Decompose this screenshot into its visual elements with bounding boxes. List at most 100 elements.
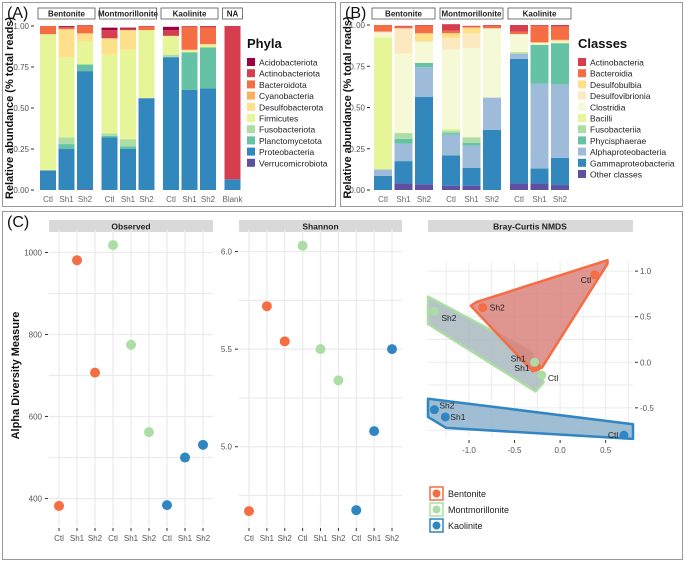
x-tick-label: Sh2 xyxy=(553,195,568,204)
point-label: Sh1 xyxy=(511,353,526,363)
facet-strip xyxy=(239,220,402,232)
facet-strip-label: Bentonite xyxy=(48,10,85,19)
facet-strip xyxy=(507,7,572,20)
x-tick-label: Sh2 xyxy=(196,534,211,543)
bar-segment xyxy=(510,53,528,59)
point-label: Sh1 xyxy=(514,363,529,373)
x-tick-label: Sh2 xyxy=(78,195,93,204)
y-tick-label: 400 xyxy=(29,495,43,504)
data-point xyxy=(279,336,290,347)
bar-segment xyxy=(200,47,216,89)
point-label: Sh1 xyxy=(450,412,465,422)
data-point xyxy=(144,427,154,438)
x-tick-label: Ctl xyxy=(162,534,172,543)
bar-segment xyxy=(442,24,460,31)
bar-segment xyxy=(163,57,179,190)
legend-label: Planctomycetota xyxy=(259,136,322,146)
data-point xyxy=(590,270,600,280)
bar-segment xyxy=(200,45,216,48)
x-tick-label: 0.0 xyxy=(555,446,567,455)
bar-segment xyxy=(120,149,136,190)
x-tick-label: Sh2 xyxy=(201,195,216,204)
bar-segment xyxy=(101,135,118,138)
bar-segment xyxy=(483,25,501,26)
bar-segment xyxy=(138,26,155,27)
data-point xyxy=(429,306,439,316)
data-point xyxy=(244,506,254,517)
bar-segment xyxy=(462,33,481,49)
legend-label: Firmicutes xyxy=(259,114,298,124)
bar-segment xyxy=(374,175,392,190)
facet-strip-label: Observed xyxy=(111,222,150,232)
legend-label: Acidobacteriota xyxy=(259,58,318,68)
y-axis-label: Relative abundance (% total reads) xyxy=(342,16,354,198)
bar-segment xyxy=(138,30,155,99)
data-point xyxy=(333,375,344,386)
legend-dot xyxy=(432,521,441,530)
bar-segment xyxy=(200,27,216,45)
y-tick-label: 1.0 xyxy=(640,267,652,276)
bar-segment xyxy=(415,67,433,97)
data-point xyxy=(162,500,172,511)
legend-swatch xyxy=(578,80,586,89)
data-point xyxy=(429,405,439,415)
bar-segment xyxy=(224,26,241,180)
bar-segment xyxy=(77,33,93,42)
panel-a: (A) Relative abundance (% total reads) 0.… xyxy=(2,2,336,207)
data-point xyxy=(478,303,488,313)
legend-swatch xyxy=(578,91,586,100)
point-label: Ctl xyxy=(608,430,619,440)
x-tick-label: Ctl xyxy=(105,195,115,204)
legend-label: Montmorillonite xyxy=(448,505,509,515)
legend-swatch xyxy=(247,114,255,122)
legend-swatch xyxy=(247,58,255,66)
y-tick-label: 6.0 xyxy=(221,248,233,257)
point-label: Sh2 xyxy=(490,303,505,313)
point-label: Ctl xyxy=(581,275,592,285)
legend-label: Fusobacteriia xyxy=(590,125,641,135)
bar-segment xyxy=(77,189,93,190)
bar-segment xyxy=(58,144,75,149)
facet-strip xyxy=(49,220,213,232)
x-tick-label: Sh1 xyxy=(70,534,85,543)
bar-segment xyxy=(510,52,528,54)
x-tick-label: Sh1 xyxy=(178,534,193,543)
facet-strip xyxy=(439,7,504,20)
bar-segment xyxy=(40,26,56,35)
bar-segment xyxy=(163,54,179,58)
data-point xyxy=(530,357,540,367)
panel-c-label: (C) xyxy=(7,214,30,231)
bar-segment xyxy=(77,71,93,190)
x-tick-label: Sh1 xyxy=(464,195,479,204)
bar-segment xyxy=(530,25,549,26)
bar-segment xyxy=(101,133,118,136)
bar-segment xyxy=(551,26,569,40)
x-tick-label: Sh1 xyxy=(182,195,197,204)
facet-strip xyxy=(160,7,219,20)
bar-segment xyxy=(181,26,198,27)
y-tick-label: -0.5 xyxy=(640,404,654,413)
bar-segment xyxy=(442,128,460,131)
legend-swatch xyxy=(578,114,586,122)
x-tick-label: Sh2 xyxy=(331,534,346,543)
bar-segment xyxy=(415,41,433,63)
data-point xyxy=(126,339,136,350)
legend-label: Bacteroidota xyxy=(259,80,307,90)
x-tick-label: Sh2 xyxy=(485,195,500,204)
bar-segment xyxy=(101,30,118,39)
bar-segment xyxy=(374,37,392,170)
bar-segment xyxy=(58,57,75,138)
legend-dot xyxy=(432,505,441,514)
legend-swatch xyxy=(578,158,586,167)
bar-segment xyxy=(394,25,413,27)
y-tick-label: 0.25 xyxy=(13,145,29,154)
y-tick-label: 0.5 xyxy=(640,313,652,322)
legend-swatch xyxy=(578,102,586,111)
y-tick-label: 0.50 xyxy=(349,104,365,113)
bar-segment xyxy=(58,29,75,58)
data-point xyxy=(619,430,629,440)
point-label: Ctl xyxy=(548,373,559,383)
panel-c: (C) Observed 400 600 800 1000 Ctl Sh1 Sh2 Ctl Sh1… xyxy=(2,211,683,560)
x-tick-label: Sh1 xyxy=(396,195,411,204)
